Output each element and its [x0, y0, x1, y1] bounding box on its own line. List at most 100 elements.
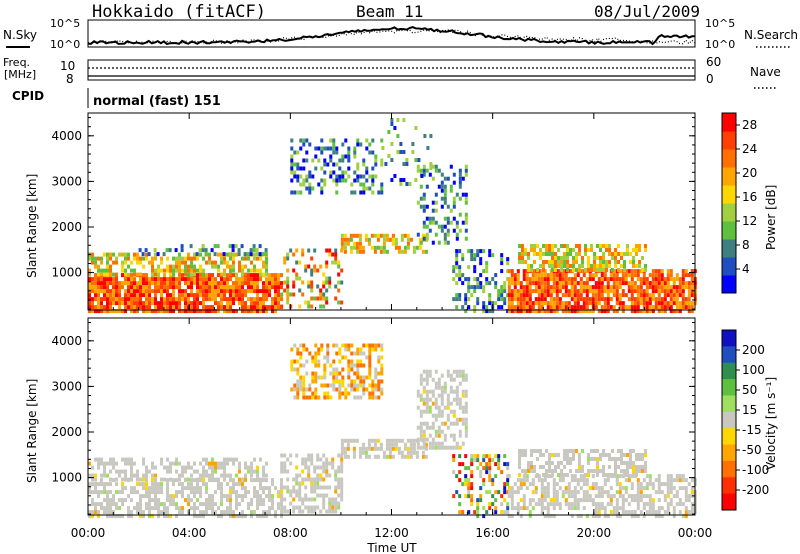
rti-cell: [349, 237, 353, 242]
rti-cell: [458, 228, 462, 233]
rti-cell: [362, 182, 366, 187]
rti-cell: [235, 281, 238, 286]
rti-cell: [341, 158, 345, 163]
rti-cell: [394, 245, 398, 250]
rti-cell: [603, 285, 607, 290]
rti-cell: [271, 494, 274, 499]
rti-cell: [620, 461, 623, 465]
rti-cell: [485, 510, 489, 515]
rti-cell: [118, 293, 121, 298]
rti-cell: [169, 272, 172, 277]
rti-cell: [130, 486, 133, 491]
rti-cell: [271, 285, 274, 290]
rti-cell: [531, 478, 535, 483]
rti-cell: [467, 289, 471, 294]
rti-cell: [109, 309, 112, 314]
rti-cell: [271, 305, 274, 310]
rti-cell: [199, 514, 202, 519]
rti-cell: [94, 293, 97, 298]
rti-cell: [335, 190, 339, 195]
rti-cell: [666, 277, 670, 282]
rti-cell: [455, 249, 459, 254]
rti-cell: [419, 196, 423, 201]
rti-cell: [557, 461, 560, 465]
rti-cell: [564, 502, 568, 507]
rti-cell: [406, 241, 410, 246]
rti-cell: [597, 285, 601, 290]
rti-cell: [500, 510, 504, 515]
rti-cell: [220, 260, 223, 265]
rti-cell: [624, 498, 628, 503]
rti-cell: [142, 285, 145, 290]
rti-cell: [527, 252, 530, 256]
rti-cell: [494, 506, 498, 511]
rti-cell: [367, 237, 371, 242]
rti-cell: [367, 446, 371, 451]
rti-cell: [280, 297, 283, 302]
rti-cell: [154, 490, 157, 495]
rti-cell: [376, 454, 380, 459]
rti-cell: [524, 248, 527, 252]
rti-cell: [121, 502, 124, 507]
rti-cell: [256, 273, 259, 278]
rti-cell: [651, 309, 655, 314]
rti-cell: [310, 296, 314, 301]
rti-cell: [431, 377, 435, 382]
rti-cell: [569, 457, 572, 461]
rti-cell: [572, 453, 575, 457]
rti-cell: [452, 437, 456, 442]
rti-cell: [283, 461, 287, 466]
rti-cell: [422, 385, 426, 390]
rti-cell: [361, 245, 365, 250]
rti-cell: [603, 478, 607, 483]
rti-cell: [555, 293, 559, 298]
rti-cell: [310, 453, 314, 458]
rti-cell: [359, 363, 363, 368]
rti-cell: [91, 297, 94, 302]
rti-cell: [115, 285, 118, 290]
rti-cell: [537, 285, 541, 290]
rti-cell: [310, 481, 314, 486]
rti-cell: [199, 252, 202, 257]
rti-cell: [633, 289, 637, 294]
rti-cell: [293, 343, 297, 348]
rti-cell: [100, 502, 103, 507]
rti-cell: [106, 252, 109, 257]
rti-cell: [452, 433, 456, 438]
rti-cell: [353, 387, 357, 392]
rti-cell: [519, 305, 523, 310]
rti-cell: [600, 490, 604, 495]
rti-cell: [237, 248, 241, 253]
rti-cell: [416, 200, 420, 205]
rti-cell: [91, 465, 94, 470]
rti-cell: [645, 494, 649, 499]
rti-cell: [154, 277, 157, 282]
rti-cell: [232, 285, 235, 290]
rti-cell: [416, 441, 420, 446]
rti-cell: [503, 289, 507, 294]
rti-cell: [406, 237, 410, 242]
rti-cell: [581, 260, 584, 264]
rti-cell: [217, 281, 220, 286]
rti-cell: [193, 252, 196, 257]
rti-cell: [434, 413, 438, 418]
rti-cell: [518, 465, 521, 469]
rti-cell: [636, 502, 640, 507]
rti-cell: [452, 445, 456, 450]
rti-cell: [302, 343, 306, 348]
rti-cell: [566, 260, 569, 264]
rti-cell: [503, 454, 507, 459]
rti-cell: [268, 494, 271, 499]
rti-cell: [588, 289, 592, 294]
rti-cell: [142, 482, 145, 487]
rti-cell: [253, 490, 256, 495]
rti-cell: [579, 474, 583, 479]
rti-cell: [485, 470, 489, 475]
rti-cell: [253, 478, 256, 483]
rti-cell: [561, 285, 565, 290]
rti-cell: [494, 490, 498, 495]
rti-cell: [91, 285, 94, 290]
rti-cell: [467, 277, 471, 282]
rti-cell: [220, 514, 223, 519]
rti-cell: [109, 297, 112, 302]
